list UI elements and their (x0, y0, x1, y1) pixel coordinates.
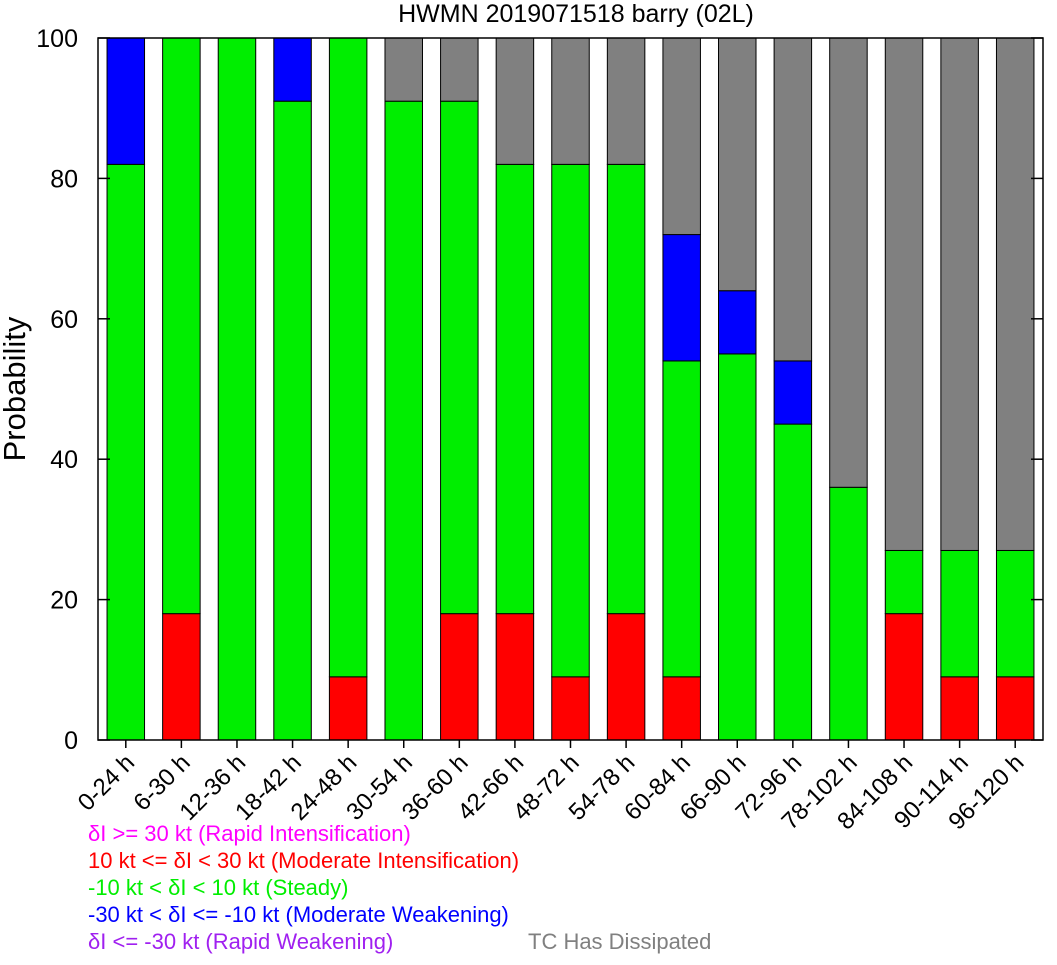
chart-title: HWMN 2019071518 barry (02L) (398, 0, 754, 28)
bar-segment-moderate-intensification (551, 676, 590, 741)
bar-segment-steady (217, 37, 257, 741)
bars-group (106, 37, 1035, 741)
y-axis: 0 20 40 60 80 100 (36, 25, 1043, 755)
bar-segment-dissipated (718, 37, 757, 292)
bar-segment-steady (940, 549, 979, 678)
legend-item: TC Has Dissipated (528, 929, 711, 954)
bar-segment-steady (606, 163, 646, 615)
legend-item: -30 kt < δI <= -10 kt (Moderate Weakenin… (88, 902, 509, 927)
bar-segment-dissipated (384, 37, 423, 102)
bar-segment-dissipated (606, 37, 646, 165)
bar-segment-steady (662, 360, 701, 678)
bar-segment-steady (273, 100, 312, 741)
bar-segment-moderate-intensification (940, 676, 979, 741)
bar-segment-steady (995, 549, 1035, 678)
bar-segment-steady (328, 37, 368, 678)
bar-segment-moderate-intensification (162, 613, 201, 741)
bar-segment-steady (162, 37, 201, 615)
legend-item: δI >= 30 kt (Rapid Intensification) (88, 821, 411, 846)
y-tick-label: 60 (50, 306, 78, 334)
y-tick-label: 20 (50, 587, 78, 615)
bar-segment-moderate-weakening (273, 37, 312, 102)
y-tick-label: 0 (64, 727, 78, 755)
bar-segment-steady (384, 100, 423, 741)
bar-segment-moderate-weakening (773, 360, 813, 425)
bar-segment-steady (551, 163, 590, 678)
bar-segment-steady (829, 486, 868, 741)
y-tick-label: 40 (50, 446, 78, 474)
bar-segment-moderate-intensification (440, 613, 479, 741)
bar-segment-moderate-weakening (718, 290, 757, 355)
bar-segment-moderate-intensification (995, 676, 1035, 741)
bar-segment-dissipated (940, 37, 979, 551)
legend-item: -10 kt < δI < 10 kt (Steady) (88, 875, 348, 900)
bar-segment-dissipated (995, 37, 1035, 551)
bar-segment-steady (106, 163, 146, 741)
y-tick-label: 100 (36, 25, 78, 53)
bar-segment-moderate-intensification (606, 613, 646, 741)
bar-segment-dissipated (773, 37, 813, 362)
bar-segment-steady (773, 423, 813, 741)
bar-segment-moderate-intensification (884, 613, 924, 741)
x-tick-label: 0-24 h (73, 749, 140, 816)
bar-segment-dissipated (829, 37, 868, 488)
y-axis-label: Probability (0, 316, 32, 461)
bar-segment-dissipated (884, 37, 924, 551)
bar-segment-moderate-intensification (328, 676, 368, 741)
legend-item: 10 kt <= δI < 30 kt (Moderate Intensific… (88, 848, 519, 873)
bar-segment-dissipated (440, 37, 479, 102)
legend: δI >= 30 kt (Rapid Intensification)10 kt… (88, 821, 711, 954)
bar-segment-steady (495, 163, 535, 615)
bar-segment-steady (718, 353, 757, 741)
bar-segment-moderate-intensification (495, 613, 535, 741)
bar-segment-moderate-weakening (106, 37, 146, 165)
bar-segment-dissipated (495, 37, 535, 165)
bar-segment-dissipated (551, 37, 590, 165)
bar-segment-dissipated (662, 37, 701, 236)
legend-item: δI <= -30 kt (Rapid Weakening) (88, 929, 393, 954)
bar-segment-moderate-intensification (662, 676, 701, 741)
bar-segment-steady (884, 549, 924, 615)
bar-segment-moderate-weakening (662, 234, 701, 362)
y-tick-label: 80 (50, 165, 78, 193)
bar-segment-steady (440, 100, 479, 615)
